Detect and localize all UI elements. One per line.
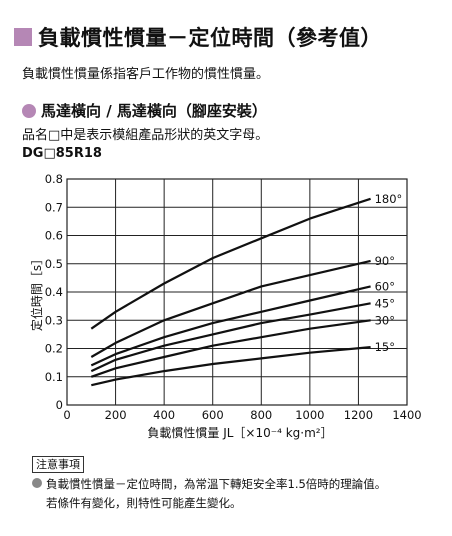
series-label-3: 45° xyxy=(375,296,395,310)
chart: 0 200 400 600 800 1000 1200 1400 0 0.1 0.2 0.3 0.4 0.… xyxy=(29,172,422,440)
series-label-1: 90° xyxy=(375,254,395,268)
section-note: 品名□中是表示模組產品形狀的英文字母。 xyxy=(22,128,269,143)
notice-text: 負載慣性慣量－定位時間，為常溫下轉矩安全率1.5倍時的理論值。 若條件有變化，則… xyxy=(46,475,386,513)
y-tick-label: 0.6 xyxy=(45,229,63,243)
x-tick-label: 200 xyxy=(105,408,127,422)
x-axis-label: 負載慣性慣量 JL［×10⁻⁴ kg·m²］ xyxy=(147,425,332,440)
x-tick-label: 600 xyxy=(202,408,224,422)
notice-line-1: 負載慣性慣量－定位時間，為常溫下轉矩安全率1.5倍時的理論值。 xyxy=(46,477,387,491)
series-line-4 xyxy=(90,319,371,378)
page-description: 負載慣性慣量係指客戶工作物的慣性慣量。 xyxy=(22,67,270,82)
series-line-3 xyxy=(90,302,371,373)
notice-line-2: 若條件有變化，則特性可能產生變化。 xyxy=(46,496,242,510)
y-tick-label: 0.8 xyxy=(45,172,63,186)
series-label-4: 30° xyxy=(375,313,395,327)
x-tick-label: 1400 xyxy=(392,408,421,422)
series-line-2 xyxy=(90,285,371,367)
x-tick-label: 1200 xyxy=(344,408,373,422)
y-tick-label: 0 xyxy=(56,398,63,412)
y-tick-label: 0.7 xyxy=(45,200,63,214)
subtitle-bullet xyxy=(22,103,36,118)
series-line-5 xyxy=(91,346,371,387)
x-tick-label: 1000 xyxy=(295,408,324,422)
section-subtitle: 馬達橫向 / 馬達橫向（腳座安裝） xyxy=(41,102,267,120)
model-name: DG□85R18 xyxy=(22,146,102,161)
y-tick-label: 0.1 xyxy=(45,370,63,384)
x-tick-label: 400 xyxy=(153,408,175,422)
plot-frame xyxy=(66,178,408,406)
y-tick-label: 0.2 xyxy=(45,342,63,356)
x-tick-label: 800 xyxy=(250,408,272,422)
series-line-1 xyxy=(90,259,371,358)
page-title: 負載慣性慣量－定位時間（參考值） xyxy=(38,26,382,50)
series-line-0 xyxy=(90,197,371,330)
series-label-0: 180° xyxy=(375,192,403,206)
notice-label: 注意事項 xyxy=(32,456,84,473)
notice-bullet xyxy=(32,478,42,488)
title-marker xyxy=(14,28,32,46)
y-tick-label: 0.5 xyxy=(45,257,63,271)
series-label-5: 15° xyxy=(375,340,395,354)
x-tick-label: 0 xyxy=(63,408,70,422)
notice-row: 負載慣性慣量－定位時間，為常溫下轉矩安全率1.5倍時的理論值。 若條件有變化，則… xyxy=(32,475,386,513)
subtitle-row: 馬達橫向 / 馬達橫向（腳座安裝） xyxy=(22,100,267,121)
title-row: 負載慣性慣量－定位時間（參考值） xyxy=(14,22,382,52)
y-tick-label: 0.3 xyxy=(45,313,63,327)
series-label-2: 60° xyxy=(375,279,395,293)
y-tick-label: 0.4 xyxy=(45,285,63,299)
y-axis-label: 定位時間［s］ xyxy=(29,253,44,331)
